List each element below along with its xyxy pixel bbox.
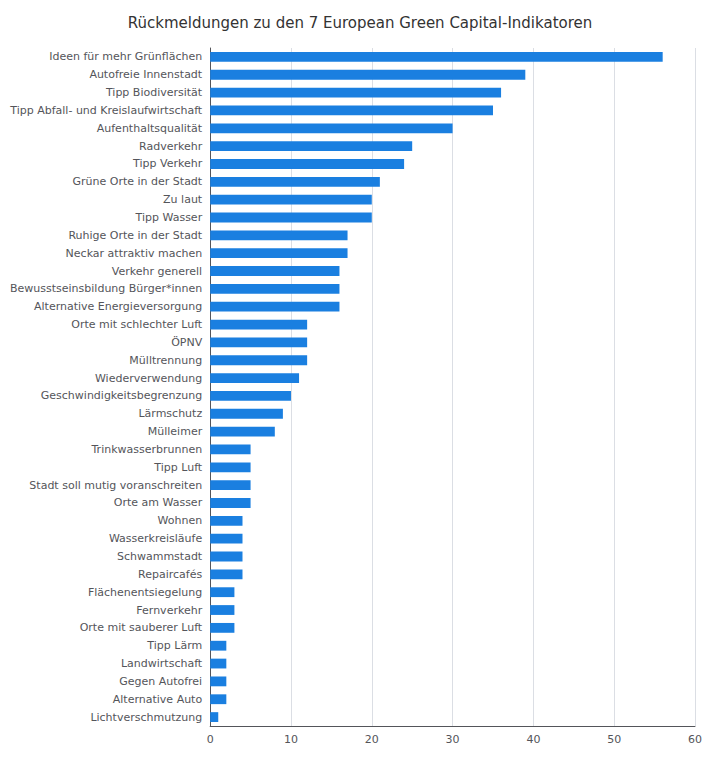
svg-text:Wohnen: Wohnen <box>158 514 203 527</box>
svg-text:50: 50 <box>607 733 621 746</box>
svg-text:Wasserkreisläufe: Wasserkreisläufe <box>109 532 203 545</box>
svg-text:Orte am Wasser: Orte am Wasser <box>114 496 203 509</box>
svg-text:Orte mit schlechter Luft: Orte mit schlechter Luft <box>71 318 203 331</box>
svg-text:Mülleimer: Mülleimer <box>148 425 203 438</box>
svg-text:Repaircafés: Repaircafés <box>138 568 202 581</box>
svg-text:Lichtverschmutzung: Lichtverschmutzung <box>90 711 202 724</box>
svg-text:Radverkehr: Radverkehr <box>139 140 203 153</box>
svg-text:ÖPNV: ÖPNV <box>171 336 203 349</box>
svg-text:Ideen für mehr Grünflächen: Ideen für mehr Grünflächen <box>49 50 202 63</box>
svg-text:Alternative Energieversorgung: Alternative Energieversorgung <box>34 300 202 313</box>
svg-text:Landwirtschaft: Landwirtschaft <box>121 657 203 670</box>
svg-text:Mülltrennung: Mülltrennung <box>129 354 202 367</box>
svg-text:Verkehr generell: Verkehr generell <box>112 265 202 278</box>
svg-text:Tipp Lärm: Tipp Lärm <box>146 639 202 652</box>
svg-text:Rückmeldungen zu den 7 Europea: Rückmeldungen zu den 7 European Green Ca… <box>128 14 593 32</box>
svg-text:Wiederverwendung: Wiederverwendung <box>95 372 202 385</box>
svg-text:30: 30 <box>446 733 460 746</box>
svg-text:Alternative Auto: Alternative Auto <box>113 693 203 706</box>
svg-text:Trinkwasserbrunnen: Trinkwasserbrunnen <box>91 443 203 456</box>
svg-text:Tipp Luft: Tipp Luft <box>153 461 202 474</box>
svg-text:Fernverkehr: Fernverkehr <box>136 604 202 617</box>
svg-text:Bewusstseinsbildung Bürger*inn: Bewusstseinsbildung Bürger*innen <box>10 282 202 295</box>
svg-text:Zu laut: Zu laut <box>163 193 203 206</box>
svg-text:Tipp Biodiversität: Tipp Biodiversität <box>105 86 203 99</box>
svg-text:Ruhige Orte in der Stadt: Ruhige Orte in der Stadt <box>68 229 202 242</box>
svg-text:Tipp Abfall- und Kreislaufwirt: Tipp Abfall- und Kreislaufwirtschaft <box>9 104 203 117</box>
svg-text:Flächenentsiegelung: Flächenentsiegelung <box>88 586 202 599</box>
svg-text:Orte mit sauberer Luft: Orte mit sauberer Luft <box>80 621 203 634</box>
svg-text:0: 0 <box>207 733 214 746</box>
svg-text:Stadt soll mutig voranschreite: Stadt soll mutig voranschreiten <box>29 479 202 492</box>
svg-text:10: 10 <box>284 733 298 746</box>
svg-text:Aufenthaltsqualität: Aufenthaltsqualität <box>97 122 203 135</box>
svg-text:60: 60 <box>688 733 702 746</box>
svg-text:Neckar attraktiv machen: Neckar attraktiv machen <box>66 247 203 260</box>
svg-text:Schwammstadt: Schwammstadt <box>117 550 203 563</box>
svg-text:Tipp Wasser: Tipp Wasser <box>135 211 203 224</box>
svg-text:Autofreie Innenstadt: Autofreie Innenstadt <box>89 68 202 81</box>
svg-text:Geschwindigkeitsbegrenzung: Geschwindigkeitsbegrenzung <box>41 389 202 402</box>
svg-text:Grüne Orte in der Stadt: Grüne Orte in der Stadt <box>73 175 203 188</box>
svg-text:40: 40 <box>526 733 540 746</box>
svg-text:20: 20 <box>365 733 379 746</box>
svg-text:Lärmschutz: Lärmschutz <box>138 407 202 420</box>
svg-text:Tipp Verkehr: Tipp Verkehr <box>132 157 203 170</box>
svg-text:Gegen Autofrei: Gegen Autofrei <box>119 675 202 688</box>
